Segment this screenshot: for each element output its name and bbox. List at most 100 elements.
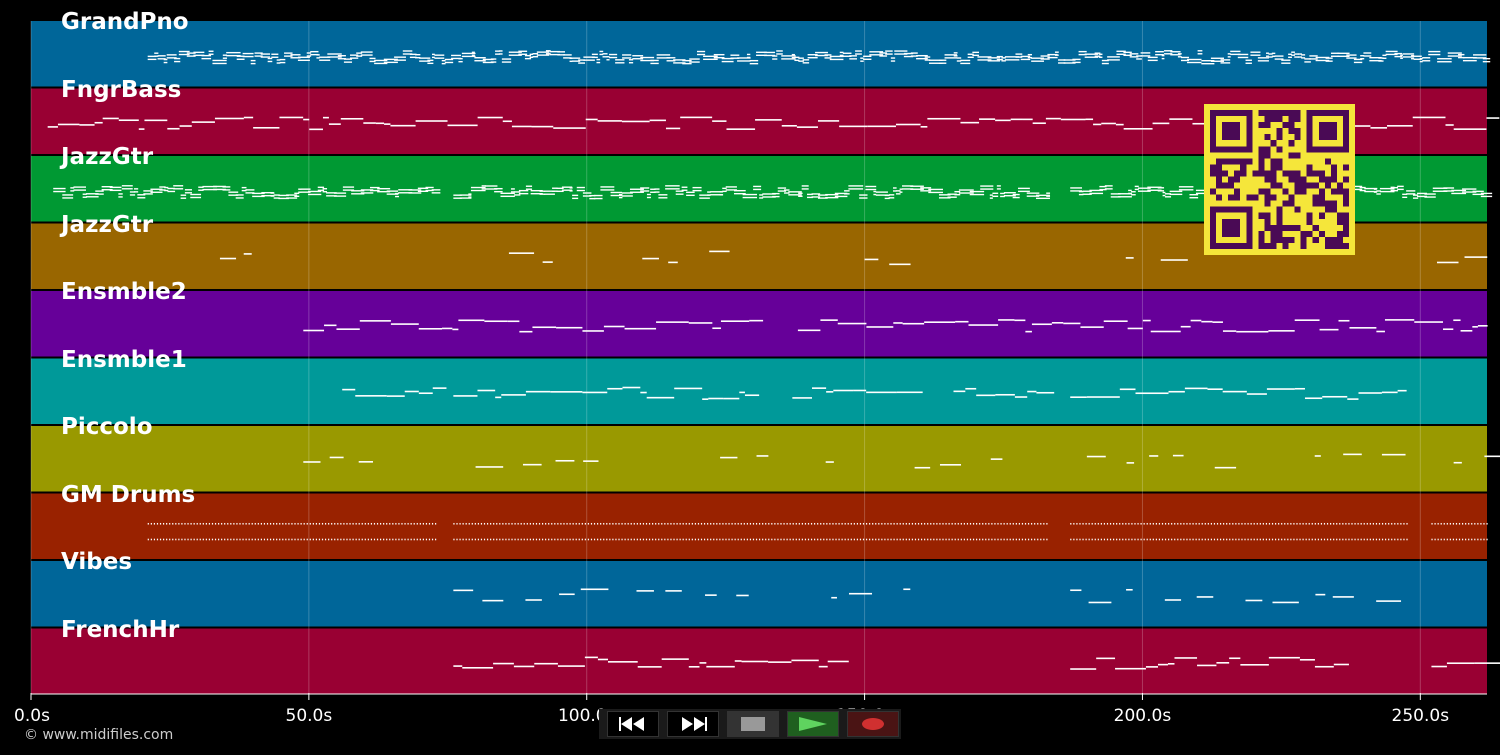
note [1294, 56, 1299, 58]
note [352, 538, 354, 541]
note [1020, 55, 1031, 58]
note [673, 62, 686, 64]
note [583, 59, 595, 61]
note [979, 522, 981, 525]
note [62, 197, 74, 199]
note [645, 538, 648, 541]
note [1349, 327, 1377, 329]
note [1076, 522, 1078, 525]
note [525, 185, 533, 187]
note [700, 522, 703, 525]
note [211, 538, 214, 541]
note [1178, 189, 1194, 191]
note [581, 538, 583, 541]
piano-roll[interactable] [0, 0, 1500, 700]
note [166, 522, 168, 525]
note [358, 522, 360, 525]
note [545, 53, 551, 55]
note [652, 538, 654, 541]
note [691, 522, 693, 525]
note [1446, 522, 1448, 525]
record-button[interactable] [847, 711, 899, 737]
note [967, 53, 974, 55]
note [764, 54, 776, 57]
track-lane[interactable] [31, 358, 1487, 425]
note [418, 327, 443, 330]
note [201, 57, 212, 60]
note [892, 187, 897, 189]
note [713, 538, 715, 541]
note [82, 196, 87, 198]
note [1123, 54, 1132, 57]
note [859, 194, 868, 196]
play-button[interactable] [787, 711, 839, 737]
track-lane[interactable] [31, 426, 1487, 492]
note [938, 194, 951, 196]
note [1431, 522, 1433, 525]
note [1174, 657, 1198, 659]
note [243, 253, 252, 255]
note [150, 188, 163, 190]
note [361, 522, 363, 525]
note [486, 522, 489, 525]
note [752, 538, 755, 541]
note [202, 538, 204, 541]
note [1256, 522, 1258, 525]
note [1171, 522, 1173, 525]
note [706, 665, 735, 668]
note [1155, 522, 1157, 525]
note [1125, 538, 1127, 541]
rewind-button[interactable] [607, 711, 659, 737]
note [286, 197, 298, 199]
note [1301, 54, 1306, 56]
note [1287, 538, 1289, 541]
note [642, 522, 645, 525]
note [927, 522, 929, 525]
note [666, 57, 676, 59]
note [953, 390, 966, 393]
note [1170, 51, 1181, 53]
note [271, 53, 279, 55]
note [1449, 538, 1451, 541]
note [694, 538, 697, 541]
note [1107, 56, 1120, 58]
fast-forward-button[interactable] [667, 711, 719, 737]
note [1442, 328, 1454, 331]
note [696, 50, 706, 53]
stop-button[interactable] [727, 711, 779, 737]
note [1027, 53, 1033, 56]
note [322, 188, 328, 190]
note [742, 196, 758, 199]
note [1482, 60, 1491, 63]
note [924, 59, 931, 61]
note [612, 522, 614, 525]
note [825, 196, 839, 199]
note [637, 666, 662, 668]
note [866, 391, 897, 394]
note [618, 193, 623, 196]
note [276, 62, 281, 64]
note [482, 58, 494, 61]
note [198, 186, 204, 188]
note [863, 55, 872, 57]
note [190, 196, 202, 199]
note [1027, 522, 1030, 525]
note [208, 53, 214, 55]
note [768, 661, 792, 663]
note [535, 538, 538, 541]
note [667, 522, 669, 525]
note [928, 191, 943, 194]
note [1073, 538, 1075, 541]
note [720, 320, 750, 322]
note [193, 522, 195, 525]
note [1103, 522, 1106, 525]
track-lane[interactable] [31, 561, 1487, 627]
note [1348, 538, 1350, 541]
note [322, 116, 329, 119]
note [1440, 522, 1442, 525]
note [1116, 53, 1126, 55]
track-lane[interactable] [31, 493, 1487, 560]
track-lane[interactable] [31, 291, 1487, 357]
note [233, 538, 235, 541]
note [640, 391, 647, 394]
